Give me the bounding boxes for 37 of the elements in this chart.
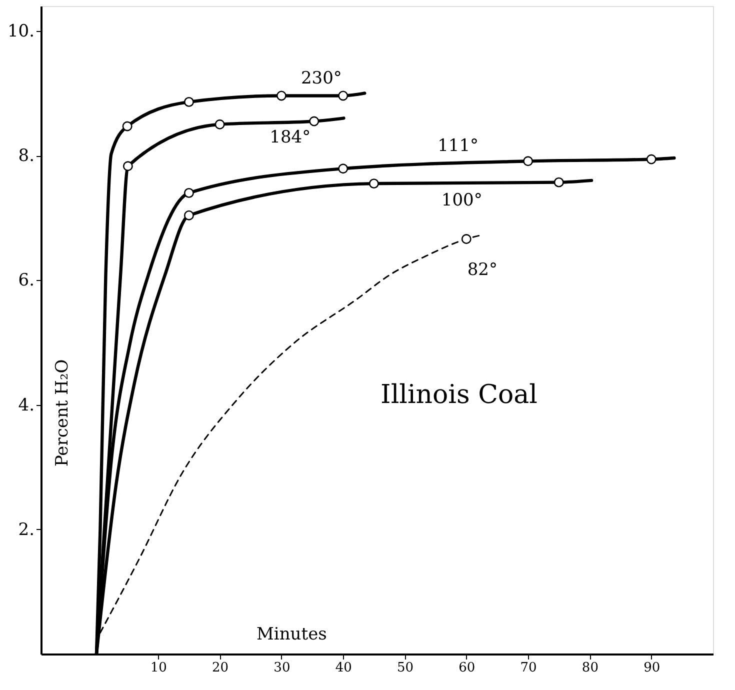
point xyxy=(338,164,348,174)
series-label: 82° xyxy=(467,260,498,280)
x-axis-title: Minutes xyxy=(256,624,327,644)
series-label: 184° xyxy=(270,127,311,148)
point xyxy=(184,188,194,198)
point xyxy=(276,90,286,101)
point xyxy=(461,234,472,244)
y-axis-title: Percent H₂O xyxy=(52,359,72,466)
x-tick-label: 80 xyxy=(582,660,598,676)
point xyxy=(122,161,133,172)
point xyxy=(554,177,564,188)
x-tick-label: 50 xyxy=(396,660,414,676)
point xyxy=(523,156,534,166)
x-tick-label: 60 xyxy=(458,660,476,676)
point xyxy=(338,90,348,101)
point xyxy=(184,210,194,220)
series-label: 230° xyxy=(300,68,342,89)
y-tick-label: 8. xyxy=(18,146,34,166)
series-label: 111° xyxy=(438,136,479,156)
point xyxy=(122,121,132,132)
point xyxy=(309,116,320,126)
x-tick-label: 40 xyxy=(335,660,352,676)
x-tick-label: 30 xyxy=(274,660,290,676)
series-label: 100° xyxy=(441,190,482,210)
x-tick-label: 70 xyxy=(520,660,537,676)
x-tick-label: 90 xyxy=(644,660,660,676)
y-tick-label: 10. xyxy=(7,21,34,42)
x-tick-label: 20 xyxy=(212,660,229,676)
point xyxy=(368,178,379,189)
y-tick-label: 4. xyxy=(18,395,34,416)
y-tick-label: 2. xyxy=(18,520,34,540)
point xyxy=(214,119,225,130)
x-tick-label: 10 xyxy=(150,660,167,676)
point xyxy=(184,96,194,107)
annotation: Illinois Coal xyxy=(380,380,538,410)
y-tick-label: 6. xyxy=(18,270,34,291)
point xyxy=(646,154,656,164)
